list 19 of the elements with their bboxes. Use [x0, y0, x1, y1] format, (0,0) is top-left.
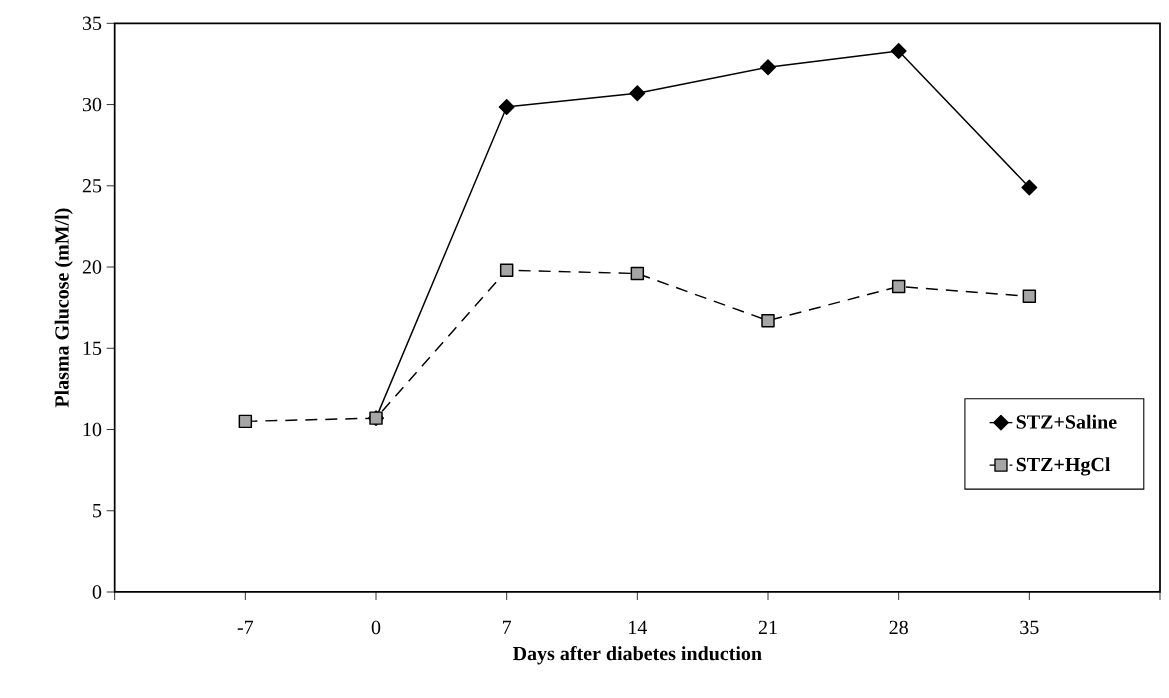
x-tick-label: 0: [371, 620, 381, 635]
y-tick-label: 10: [83, 422, 102, 437]
y-tick-label: 5: [93, 504, 102, 518]
y-axis-title: Plasma Glucose (mM/l): [54, 208, 73, 408]
y-tick-label: 30: [82, 97, 102, 112]
y-tick-label: 25: [82, 179, 102, 193]
y-tick-label: 15: [83, 341, 102, 355]
x-tick-label: 35: [1020, 620, 1039, 635]
y-tick-label: 35: [82, 16, 102, 31]
x-tick-label: -7: [237, 620, 254, 634]
legend-label: STZ+HgCl: [1016, 457, 1111, 476]
y-tick-label: 20: [82, 260, 102, 274]
x-axis-title: Days after diabetes induction: [512, 646, 762, 665]
legend-label: STZ+Saline: [1016, 414, 1117, 429]
y-tick-label: 0: [92, 585, 102, 599]
x-tick-label: 28: [889, 620, 908, 635]
x-tick-label: 7: [502, 620, 512, 634]
x-tick-label: 14: [629, 620, 648, 634]
x-tick-label: 21: [758, 620, 777, 634]
